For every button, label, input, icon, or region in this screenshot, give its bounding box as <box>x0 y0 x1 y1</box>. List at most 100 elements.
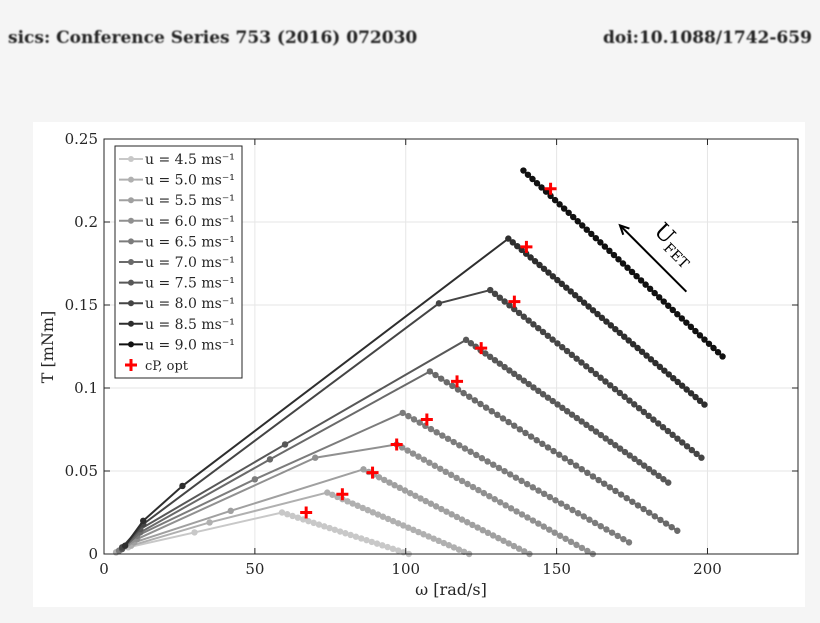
data-point <box>559 344 566 351</box>
data-point <box>495 464 503 472</box>
data-point <box>592 234 600 242</box>
data-point <box>549 273 557 280</box>
legend-marker <box>128 279 134 286</box>
data-point <box>595 476 602 484</box>
data-point <box>634 344 641 352</box>
series-line <box>115 491 470 555</box>
data-point <box>466 393 473 400</box>
data-point <box>473 451 480 459</box>
cp-opt-marker <box>420 413 433 426</box>
data-point <box>662 520 670 527</box>
legend-label: u = 8.5 ms⁻¹ <box>145 317 235 333</box>
data-point <box>458 516 466 523</box>
data-point <box>305 517 312 525</box>
data-point <box>533 437 540 444</box>
data-point <box>312 454 319 461</box>
data-point <box>501 363 508 371</box>
data-point <box>597 522 604 530</box>
data-point <box>572 462 580 469</box>
data-point <box>615 256 622 263</box>
data-point <box>454 386 462 393</box>
data-point <box>668 523 675 531</box>
data-point <box>435 300 443 307</box>
data-point <box>448 511 455 518</box>
data-point <box>496 360 503 367</box>
data-point <box>515 374 523 381</box>
data-point <box>651 513 659 520</box>
data-point <box>607 438 614 446</box>
axis-ticks: 0 50 100 150 200 0 0.05 0.1 0.15 0.2 0.25 <box>65 130 798 578</box>
data-point <box>535 324 542 332</box>
data-point <box>625 539 633 546</box>
cp-opt-marker <box>366 466 379 479</box>
data-point <box>692 393 699 401</box>
data-point <box>433 429 440 436</box>
data-point <box>486 492 493 500</box>
data-point <box>405 524 412 531</box>
legend-item: u = 6.5 ms⁻¹ <box>119 234 235 250</box>
data-point <box>515 309 523 317</box>
data-point <box>637 277 645 284</box>
data-point <box>576 295 583 303</box>
data-point <box>389 517 397 525</box>
data-point <box>505 235 512 242</box>
data-point <box>482 350 489 357</box>
data-point <box>551 529 558 536</box>
data-point <box>140 517 147 524</box>
data-point <box>521 548 528 555</box>
data-point <box>461 445 469 452</box>
data-point <box>426 368 434 375</box>
x-tick-label: 0 <box>99 560 109 578</box>
data-point <box>405 412 412 420</box>
data-point <box>373 540 381 547</box>
data-point <box>227 507 234 515</box>
data-point <box>505 418 512 426</box>
data-point <box>464 480 471 488</box>
data-point <box>524 171 532 178</box>
data-point <box>574 218 581 225</box>
data-point <box>557 500 565 507</box>
data-point <box>412 492 419 499</box>
data-point <box>415 453 422 460</box>
data-point <box>310 519 317 527</box>
data-point <box>425 533 432 540</box>
data-point <box>678 315 686 322</box>
data-point <box>573 355 580 362</box>
data-point <box>660 298 667 305</box>
data-point <box>597 239 604 246</box>
data-point <box>449 382 456 390</box>
data-point <box>427 500 435 507</box>
data-point <box>266 456 274 463</box>
data-point <box>544 332 552 339</box>
data-point <box>674 527 681 534</box>
data-point <box>440 539 447 547</box>
data-point <box>643 352 650 359</box>
data-point <box>278 509 286 516</box>
data-point <box>651 289 658 297</box>
data-point <box>592 428 600 435</box>
legend-marker <box>128 197 134 204</box>
legend-label: u = 4.5 ms⁻¹ <box>145 152 235 168</box>
data-point <box>578 359 585 366</box>
data-point <box>621 448 629 456</box>
data-point <box>559 404 566 412</box>
data-point <box>545 269 552 276</box>
data-point <box>597 431 605 439</box>
legend-item: u = 5.0 ms⁻¹ <box>119 173 235 189</box>
data-point <box>480 489 488 497</box>
data-point <box>251 476 259 483</box>
data-point <box>524 514 531 521</box>
data-point <box>664 427 672 435</box>
data-point <box>386 479 393 486</box>
data-point <box>479 526 486 534</box>
data-point <box>546 526 553 533</box>
data-point <box>375 474 383 481</box>
data-point <box>530 321 537 328</box>
data-point <box>623 494 630 502</box>
data-point <box>535 487 542 494</box>
data-point <box>400 522 407 529</box>
data-point <box>617 491 625 498</box>
data-point <box>549 397 556 405</box>
legend-item: u = 8.5 ms⁻¹ <box>119 317 235 333</box>
data-point <box>606 484 614 491</box>
